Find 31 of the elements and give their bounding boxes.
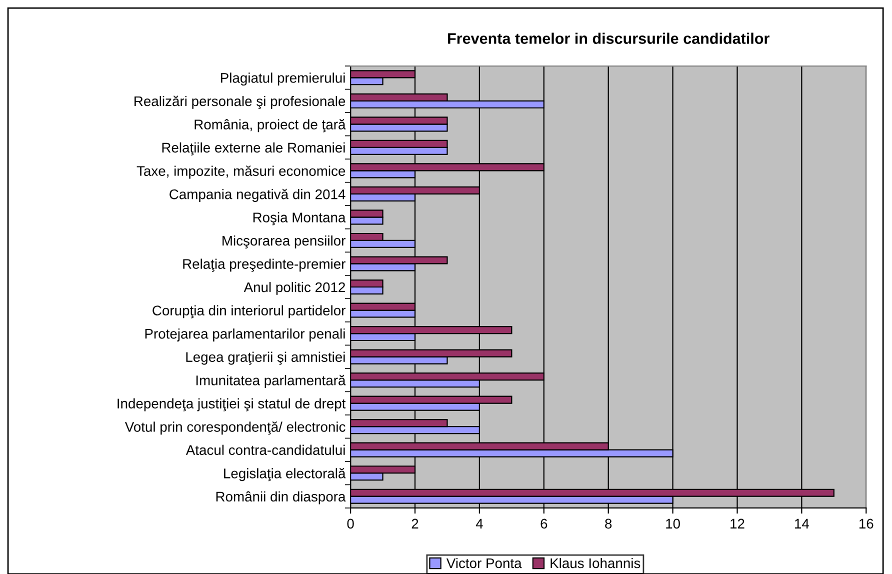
legend-label: Klaus Iohannis [550, 558, 640, 568]
y-tick-label: Realizări personale şi profesionale [134, 96, 346, 109]
y-tick-label: Imunitatea parlamentară [196, 374, 346, 388]
y-tick-label: Micşorarea pensiilor [222, 235, 346, 248]
x-tick-label: 8 [605, 518, 612, 529]
y-tick-label: Campania negativă din 2014 [170, 188, 346, 202]
x-tick-label: 2 [412, 518, 418, 528]
y-tick-label: Roşia Montana [253, 212, 346, 226]
y-tick-label: Românii din diaspora [216, 491, 346, 504]
x-tick-label: 10 [666, 518, 680, 529]
x-tick-label: 0 [347, 518, 354, 529]
y-tick-label: Independeţa justiţiei şi statul de drept [118, 398, 346, 412]
x-tick-label: 16 [859, 518, 874, 529]
y-tick-label: Legea graţierii şi amnistiei [186, 352, 345, 365]
y-tick-label: Anul politic 2012 [244, 282, 346, 295]
y-tick-label: Atacul contra-candidatului [186, 444, 345, 456]
y-tick-label: Corupţia din interiorul partidelor [152, 305, 346, 318]
x-tick-label: 4 [476, 518, 483, 528]
y-tick-label: Legislaţia electorală [224, 468, 346, 482]
y-tick-label: România, proiect de ţară [194, 119, 346, 132]
y-tick-label: Plagiatul premierului [221, 72, 345, 86]
x-tick-label: 6 [540, 518, 548, 529]
y-tick-label: Votul prin corespondenţă/ electronic [124, 421, 346, 435]
x-tick-label: 12 [730, 518, 744, 528]
y-tick-label: Relaţiile externe ale Romaniei [162, 142, 345, 156]
y-tick-label: Taxe, impozite, măsuri economice [136, 166, 346, 179]
y-tick-label: Relaţia preşedinte-premier [183, 258, 346, 272]
chart-title: Freventa temelor in discursurile candidatilor [448, 32, 770, 44]
x-tick-label: 14 [795, 518, 810, 528]
y-tick-label: Protejarea parlamentarilor penali [145, 328, 345, 342]
legend-label: Victor Ponta [446, 558, 522, 568]
